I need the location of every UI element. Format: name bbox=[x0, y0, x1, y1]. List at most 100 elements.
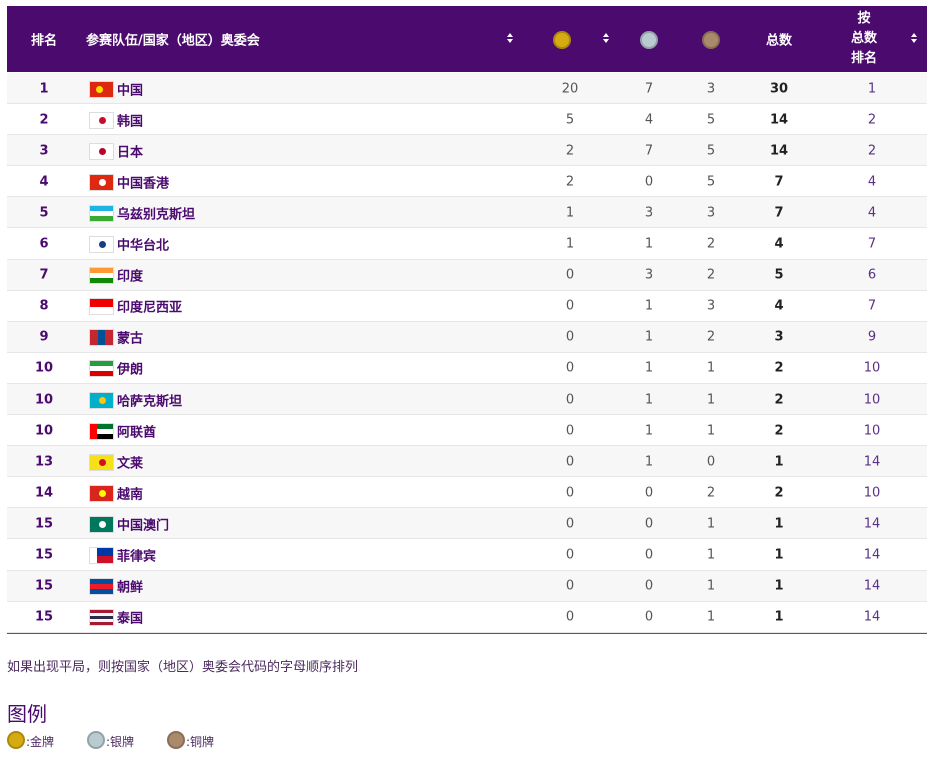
header-total: 总数 bbox=[765, 33, 793, 49]
rank: 10 bbox=[34, 423, 54, 439]
flag-stripe bbox=[105, 330, 113, 346]
sort-arrow[interactable] bbox=[911, 39, 917, 43]
gold-count: 5 bbox=[565, 112, 575, 128]
silver-count: 1 bbox=[644, 329, 654, 345]
total-rank: 4 bbox=[867, 174, 877, 190]
table-row bbox=[7, 104, 927, 136]
rank: 13 bbox=[34, 454, 54, 470]
gold-icon[interactable] bbox=[553, 31, 571, 49]
total-count: 7 bbox=[774, 174, 784, 190]
table-bottom-border bbox=[7, 632, 927, 634]
bronze-count: 1 bbox=[706, 609, 716, 625]
table-row bbox=[7, 352, 927, 384]
total-rank: 6 bbox=[867, 267, 877, 283]
flag bbox=[89, 236, 114, 254]
silver-count: 0 bbox=[644, 174, 654, 190]
header-line: 按 bbox=[857, 11, 871, 26]
gold-count: 1 bbox=[565, 205, 575, 221]
team-name: 中国 bbox=[117, 83, 144, 99]
gold-count: 0 bbox=[565, 392, 575, 408]
total-count: 1 bbox=[774, 454, 784, 470]
total-rank: 14 bbox=[863, 516, 881, 532]
flag-stripe bbox=[90, 278, 113, 284]
total-rank: 1 bbox=[867, 81, 877, 97]
table-row bbox=[7, 508, 927, 540]
flag-stripe bbox=[90, 366, 113, 372]
rank: 15 bbox=[34, 547, 54, 563]
silver-icon[interactable] bbox=[640, 31, 658, 49]
rank: 2 bbox=[39, 112, 49, 128]
flag-stripe bbox=[90, 613, 113, 617]
total-count: 5 bbox=[774, 267, 784, 283]
bronze-count: 2 bbox=[706, 329, 716, 345]
total-count: 3 bbox=[774, 329, 784, 345]
silver-count: 0 bbox=[644, 609, 654, 625]
flag-stripe bbox=[90, 371, 113, 377]
flag bbox=[89, 391, 114, 409]
rank: 5 bbox=[39, 205, 49, 221]
gold-count: 0 bbox=[565, 485, 575, 501]
sort-arrow[interactable] bbox=[507, 39, 513, 43]
legend-bronze-icon bbox=[167, 731, 185, 749]
table-row bbox=[7, 539, 927, 571]
flag-stripe bbox=[90, 306, 113, 315]
flag-emblem bbox=[99, 147, 106, 155]
sort-arrow[interactable] bbox=[603, 33, 609, 37]
silver-count: 7 bbox=[644, 81, 654, 97]
total-rank: 14 bbox=[863, 454, 881, 470]
sort-arrow[interactable] bbox=[911, 33, 917, 37]
sort-arrow[interactable] bbox=[603, 39, 609, 43]
header-total-rank[interactable]: 按 总数 排名 bbox=[851, 9, 877, 69]
flag bbox=[89, 547, 114, 565]
header-team[interactable]: 参赛队伍/国家（地区）奥委会 bbox=[86, 33, 260, 49]
flag-stripe bbox=[90, 619, 113, 623]
rank: 9 bbox=[39, 329, 49, 345]
flag bbox=[89, 111, 114, 129]
bronze-count: 2 bbox=[706, 485, 716, 501]
bronze-count: 1 bbox=[706, 516, 716, 532]
team-name: 中国香港 bbox=[117, 176, 170, 192]
bronze-count: 2 bbox=[706, 236, 716, 252]
team-name: 日本 bbox=[117, 145, 144, 161]
table-row bbox=[7, 446, 927, 478]
flag-stripe bbox=[97, 330, 106, 346]
flag-stripe bbox=[90, 584, 113, 590]
gold-count: 0 bbox=[565, 360, 575, 376]
bronze-count: 3 bbox=[706, 81, 716, 97]
total-count: 1 bbox=[774, 516, 784, 532]
silver-count: 4 bbox=[644, 112, 654, 128]
table-row bbox=[7, 384, 927, 416]
flag bbox=[89, 360, 114, 378]
rank: 10 bbox=[34, 392, 54, 408]
team-name: 中国澳门 bbox=[117, 518, 170, 534]
flag-side bbox=[90, 548, 97, 564]
bronze-count: 0 bbox=[706, 454, 716, 470]
table-row bbox=[7, 228, 927, 260]
sort-arrow[interactable] bbox=[507, 33, 513, 37]
total-rank: 10 bbox=[863, 485, 881, 501]
total-count: 2 bbox=[774, 360, 784, 376]
flag-emblem bbox=[99, 489, 106, 497]
gold-count: 2 bbox=[565, 143, 575, 159]
bronze-icon[interactable] bbox=[702, 31, 720, 49]
flag-stripe bbox=[90, 273, 113, 279]
silver-count: 3 bbox=[644, 205, 654, 221]
rank: 7 bbox=[39, 267, 49, 283]
flag-stripe bbox=[90, 589, 113, 595]
table-row bbox=[7, 135, 927, 167]
gold-count: 0 bbox=[565, 547, 575, 563]
flag-emblem bbox=[99, 396, 106, 404]
bronze-count: 1 bbox=[706, 547, 716, 563]
silver-count: 3 bbox=[644, 267, 654, 283]
gold-count: 20 bbox=[561, 81, 579, 97]
flag-stripe bbox=[90, 299, 113, 307]
gold-count: 0 bbox=[565, 298, 575, 314]
flag bbox=[89, 142, 114, 160]
team-name: 中华台北 bbox=[117, 238, 170, 254]
team-name: 乌兹别克斯坦 bbox=[117, 207, 196, 223]
bronze-count: 1 bbox=[706, 360, 716, 376]
rank: 14 bbox=[34, 485, 54, 501]
flag bbox=[89, 484, 114, 502]
total-rank: 14 bbox=[863, 547, 881, 563]
